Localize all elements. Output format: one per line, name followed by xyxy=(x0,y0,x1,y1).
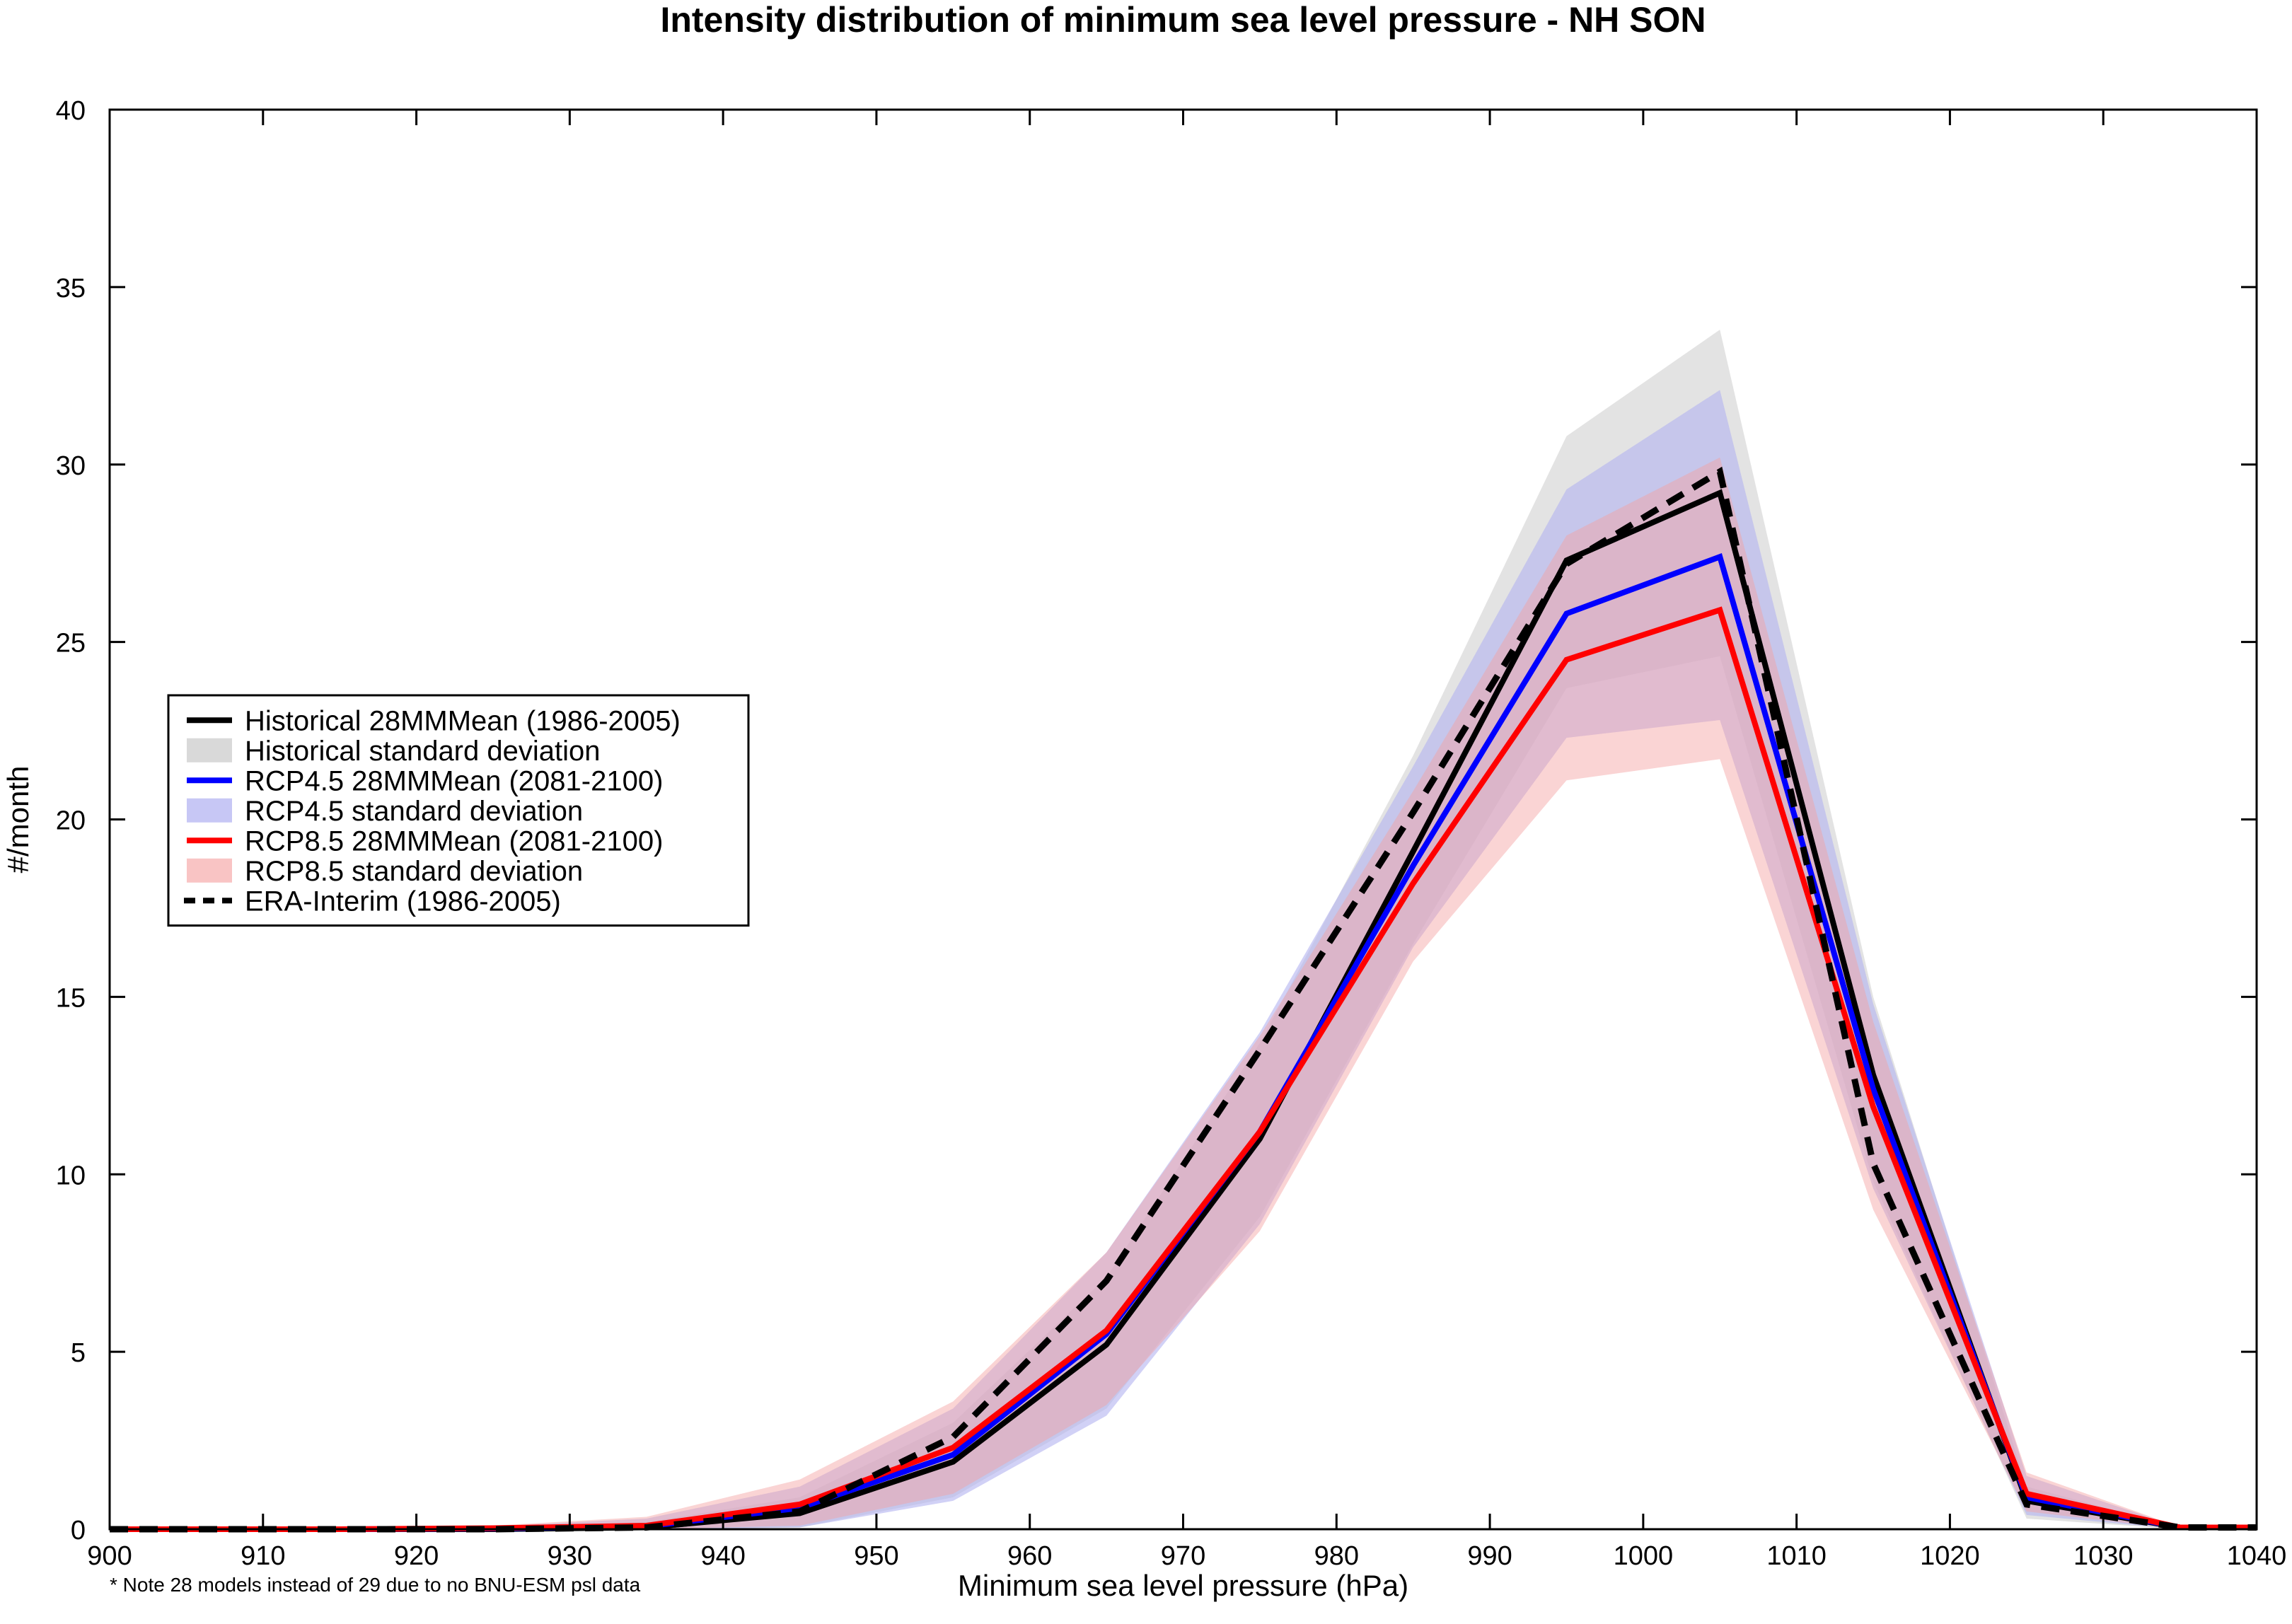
x-tick-label: 920 xyxy=(394,1541,439,1571)
y-axis-label: #/month xyxy=(1,766,35,874)
x-tick-label: 930 xyxy=(548,1541,592,1571)
x-tick-label: 910 xyxy=(241,1541,285,1571)
legend-box xyxy=(167,694,750,927)
x-tick-label: 960 xyxy=(1007,1541,1052,1571)
x-tick-label: 1000 xyxy=(1614,1541,1674,1571)
legend-label-era-interim: ERA-Interim (1986-2005) xyxy=(245,886,561,917)
legend-label-historical-std: Historical standard deviation xyxy=(245,736,600,767)
band-historical-std xyxy=(186,330,2180,1530)
x-tick-label: 900 xyxy=(87,1541,132,1571)
y-tick-label: 25 xyxy=(56,629,86,659)
x-tick-label: 970 xyxy=(1161,1541,1205,1571)
band-rcp45-std xyxy=(186,390,2180,1529)
legend-swatch-rcp85-std xyxy=(187,858,232,883)
y-tick-label: 5 xyxy=(71,1338,86,1368)
axis-ticks: 900 910 920 930 940 950 960 970 980 990 1000 1010 10… xyxy=(56,96,2287,1571)
x-tick-label: 980 xyxy=(1314,1541,1359,1571)
x-tick-label: 1020 xyxy=(1920,1541,1980,1571)
x-tick-label: 940 xyxy=(700,1541,745,1571)
x-axis-label: Minimum sea level pressure (hPa) xyxy=(958,1569,1408,1602)
y-tick-label: 0 xyxy=(71,1516,86,1545)
y-tick-label: 30 xyxy=(56,451,86,481)
historical-mean-line xyxy=(110,489,2257,1532)
y-tick-label: 10 xyxy=(56,1161,86,1190)
legend-label-historical-mean: Historical 28MMMean (1986-2005) xyxy=(245,705,681,736)
x-tick-label: 1010 xyxy=(1766,1541,1827,1571)
std-dev-bands xyxy=(186,330,2180,1530)
legend-swatch-historical-std xyxy=(187,738,232,762)
legend-swatch-rcp45-std xyxy=(187,798,232,823)
series-lines xyxy=(110,466,2257,1533)
band-rcp85-std xyxy=(186,457,2180,1529)
x-tick-label: 990 xyxy=(1467,1541,1512,1571)
y-tick-label: 15 xyxy=(56,983,86,1013)
x-tick-label: 950 xyxy=(854,1541,898,1571)
legend: Historical 28MMMean (1986-2005)Historica… xyxy=(167,694,750,927)
y-tick-label: 20 xyxy=(56,806,86,836)
legend-label-rcp85-std: RCP8.5 standard deviation xyxy=(245,856,583,887)
y-tick-label: 40 xyxy=(56,96,86,126)
chart-title: Intensity distribution of minimum sea le… xyxy=(660,0,1706,40)
y-tick-label: 35 xyxy=(56,274,86,303)
legend-label-rcp45-std: RCP4.5 standard deviation xyxy=(245,796,583,827)
legend-label-rcp85-mean: RCP8.5 28MMMean (2081-2100) xyxy=(245,825,663,857)
x-tick-label: 1030 xyxy=(2073,1541,2134,1571)
legend-label-rcp45-mean: RCP4.5 28MMMean (2081-2100) xyxy=(245,765,663,796)
era-interim-line xyxy=(110,466,2257,1533)
footnote: * Note 28 models instead of 29 due to no… xyxy=(110,1574,641,1596)
x-tick-label: 1040 xyxy=(2227,1541,2287,1571)
